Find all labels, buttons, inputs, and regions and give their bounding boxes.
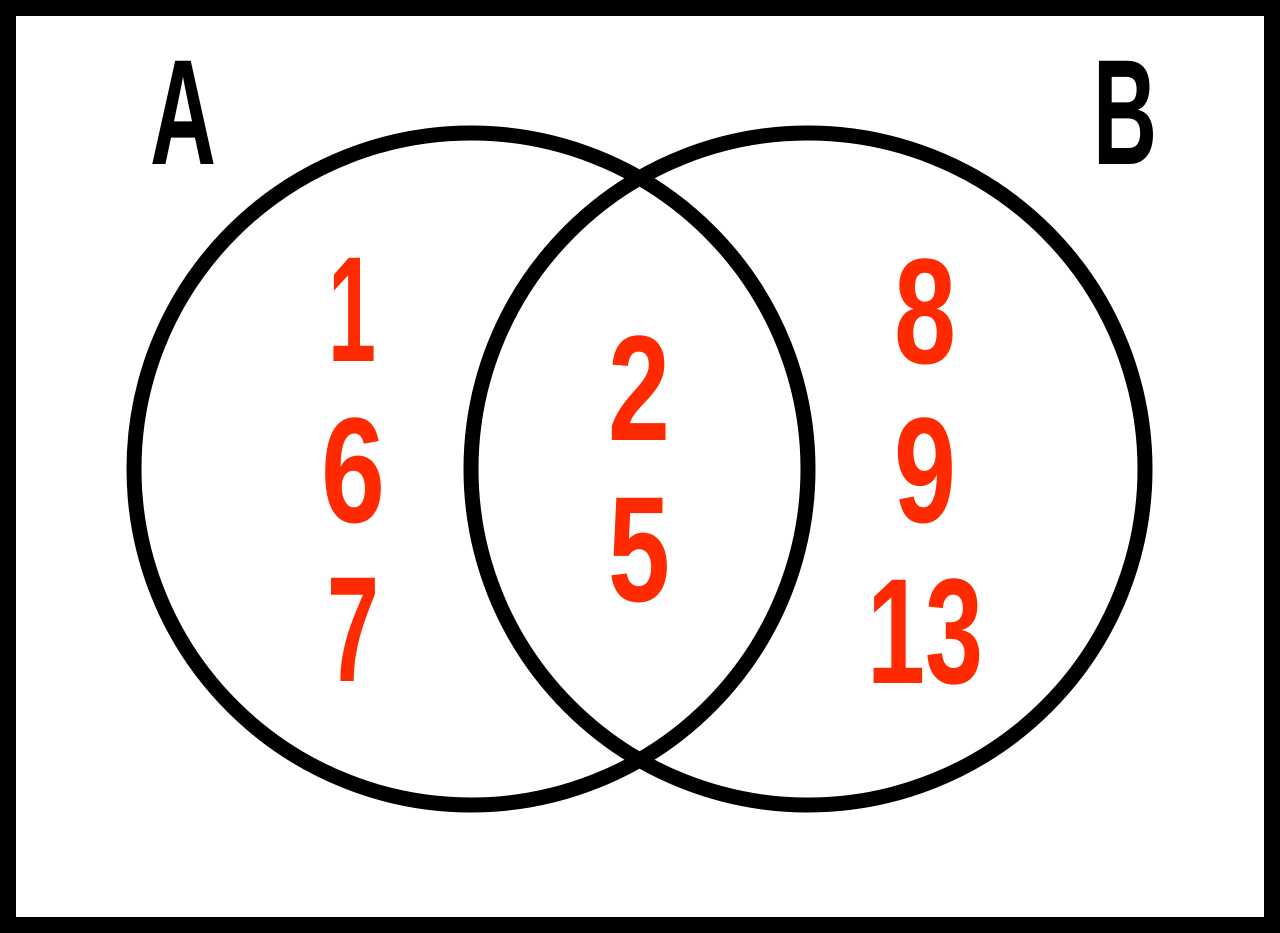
element-intersection-2: 5: [608, 465, 670, 633]
set-b-circle: [463, 125, 1153, 813]
element-a-only-3: 7: [327, 545, 379, 713]
set-a-circle: [126, 125, 816, 813]
element-intersection-1: 2: [608, 304, 670, 472]
element-a-only-1: 1: [328, 225, 376, 393]
element-b-only-1: 8: [894, 227, 956, 395]
element-a-only-2: 6: [321, 386, 385, 554]
element-b-only-3: 13: [867, 547, 983, 715]
element-b-only-2: 9: [894, 386, 956, 554]
set-b-label: B: [1093, 28, 1157, 196]
set-a-label: A: [150, 28, 216, 196]
